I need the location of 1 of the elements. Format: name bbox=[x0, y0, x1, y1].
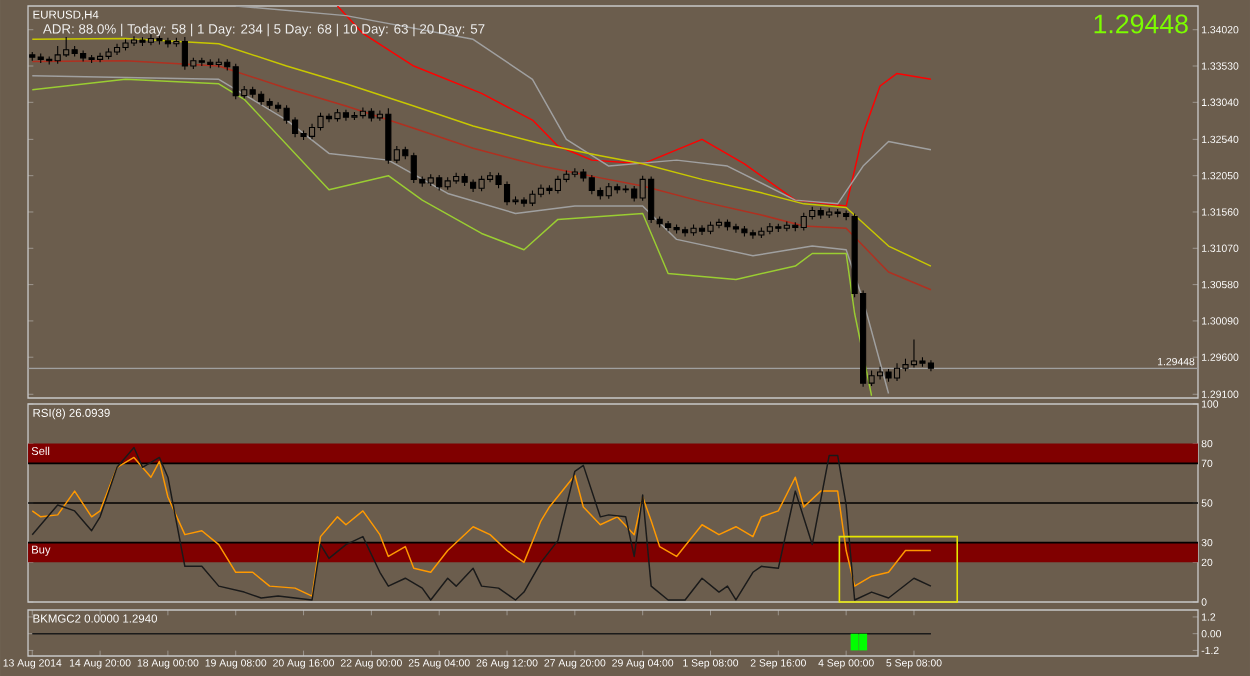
annotation: 1.29448 bbox=[1094, 14, 1188, 34]
